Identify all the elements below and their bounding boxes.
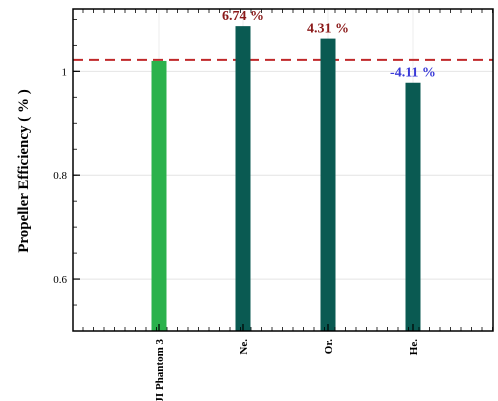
bar-annotation: -4.11 % <box>390 66 436 81</box>
y-ticks: 0.6 0.8 1 <box>53 66 80 286</box>
grid <box>73 9 493 331</box>
bar-ne <box>235 26 251 332</box>
plot-frame <box>72 8 494 332</box>
x-tick-label: Or. <box>323 339 335 354</box>
bar-annotation: 6.74 % <box>222 9 264 24</box>
x-ticks: DJI Phantom 3 Ne. Or. He. <box>154 324 420 401</box>
annotations: 6.74 % 4.31 % -4.11 % <box>222 9 436 81</box>
minor-ticks <box>73 9 493 331</box>
y-axis-label: Propeller Efficiency ( % ) <box>16 89 32 253</box>
x-tick-label: DJI Phantom 3 <box>154 339 166 401</box>
y-tick-label: 0.8 <box>53 170 67 182</box>
bars <box>151 26 421 332</box>
y-tick-label: 1 <box>62 66 68 78</box>
bar-annotation: 4.31 % <box>307 22 349 37</box>
bar-dji-phantom-3 <box>151 60 167 331</box>
x-tick-label: He. <box>408 339 420 355</box>
bar-he <box>405 82 421 332</box>
y-tick-label: 0.6 <box>53 274 67 286</box>
bar-or <box>320 38 336 332</box>
x-tick-label: Ne. <box>238 339 250 355</box>
